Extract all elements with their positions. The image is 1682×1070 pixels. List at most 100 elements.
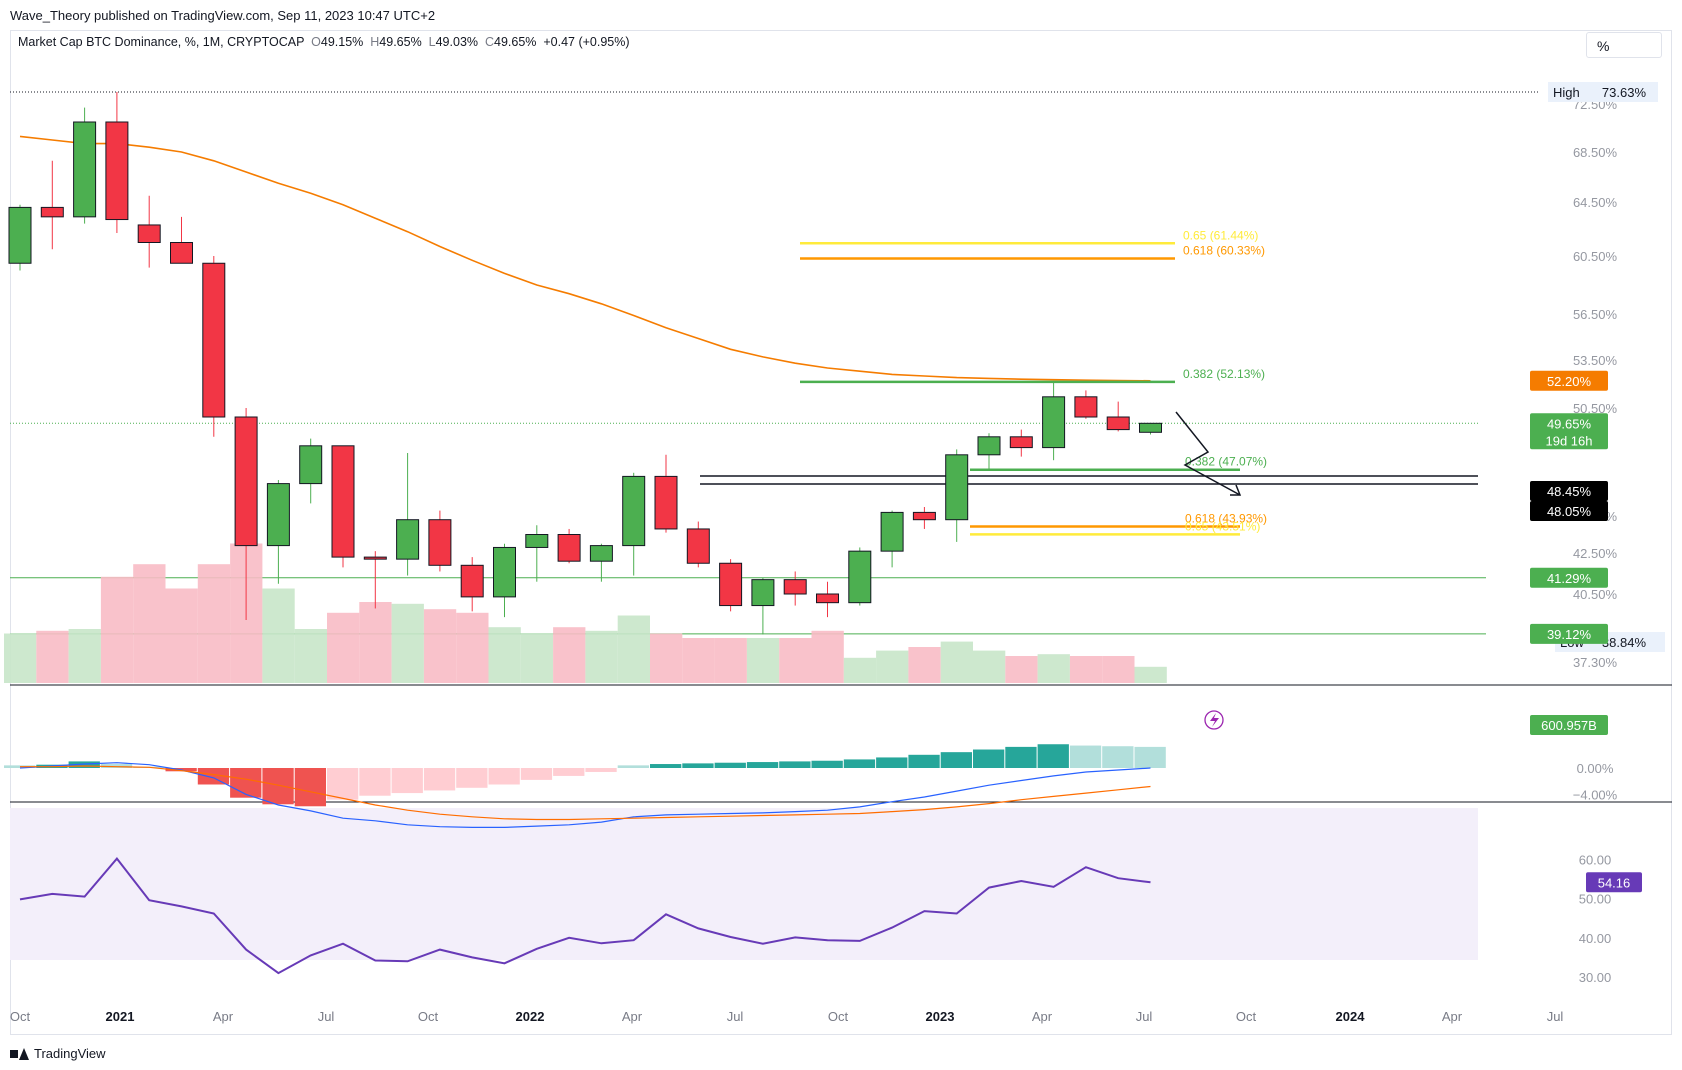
level-tag-39: 39.12% xyxy=(1530,623,1608,644)
level-tag-41: 41.29% xyxy=(1530,567,1608,588)
tradingview-logo-icon xyxy=(10,1047,29,1060)
time-axis-label: Jul xyxy=(1547,1009,1564,1024)
fib-label: 0.382 (47.07%) xyxy=(1185,455,1267,469)
rsi-value-tag: 54.16 xyxy=(1598,875,1631,890)
macd-histogram-bar xyxy=(843,759,876,768)
candle-body xyxy=(493,546,516,598)
price-axis-label: 60.50% xyxy=(1573,249,1618,264)
footer-brand-label: TradingView xyxy=(34,1046,106,1061)
volume-bar xyxy=(488,627,521,683)
volume-bar xyxy=(617,615,650,683)
last-price-value: 49.65% xyxy=(1547,416,1592,431)
candle-body xyxy=(557,534,581,562)
macd-histogram-bar xyxy=(811,760,843,768)
candle-body xyxy=(428,519,452,566)
support-tag-2-bg xyxy=(1530,501,1608,521)
ma-price-tag: 52.20% xyxy=(1530,370,1608,391)
support-tag-1: 48.45% xyxy=(1530,481,1608,501)
macd-histogram-bar xyxy=(423,768,456,791)
high-value: 49.65% xyxy=(379,35,422,49)
fib-label: 0.65 (43.51%) xyxy=(1185,519,1260,533)
high-label: H xyxy=(370,35,380,49)
close-value: 49.65% xyxy=(494,35,537,49)
time-axis-label: Oct xyxy=(418,1009,439,1024)
volume-bar xyxy=(165,588,198,683)
candle-body xyxy=(751,579,775,607)
fib-label: 0.618 (43.93%) xyxy=(1185,512,1267,526)
candle-body xyxy=(1139,422,1162,433)
macd-histogram-bar xyxy=(1037,744,1069,768)
macd-histogram-bar xyxy=(456,768,488,788)
candle-body xyxy=(686,528,710,564)
change-value: +0.47 (+0.95%) xyxy=(543,35,630,49)
low-label: L xyxy=(428,35,436,49)
candle-body xyxy=(622,475,646,547)
time-axis-label: Apr xyxy=(1032,1009,1053,1024)
publisher-line: Wave_Theory published on TradingView.com… xyxy=(10,8,436,23)
volume-bar xyxy=(4,633,37,683)
macd-histogram-bar xyxy=(262,768,294,805)
volume-bar xyxy=(359,602,392,683)
time-axis-label: Apr xyxy=(1442,1009,1463,1024)
volume-tag-bg xyxy=(1530,715,1608,735)
volume-bar xyxy=(197,564,231,683)
time-axis-label: 2023 xyxy=(926,1009,955,1024)
macd-histogram-bar xyxy=(100,764,133,768)
volume-bar xyxy=(68,629,101,683)
time-axis-label: Jul xyxy=(1136,1009,1153,1024)
countdown-value: 19d 16h xyxy=(1546,433,1593,448)
price-axis-label: 53.50% xyxy=(1573,353,1618,368)
high-tag-bg xyxy=(1548,82,1658,102)
time-axis-label: Apr xyxy=(213,1009,234,1024)
candle-body xyxy=(73,121,97,218)
time-axis-label: 2021 xyxy=(106,1009,135,1024)
price-axis-label: 37.30% xyxy=(1573,655,1618,670)
candle-body xyxy=(40,206,64,218)
macd-histogram-bar xyxy=(1069,745,1102,768)
time-axis-label: 2024 xyxy=(1336,1009,1366,1024)
volume-tag: 600.957B xyxy=(1530,715,1608,735)
volume-bar xyxy=(36,630,69,683)
volume-bar xyxy=(294,629,327,683)
candle-body xyxy=(1042,396,1066,449)
macd-histogram-bar xyxy=(294,768,326,807)
unit-selector-button[interactable]: % xyxy=(1586,32,1662,58)
macd-line xyxy=(19,762,1151,828)
footer-brand[interactable]: TradingView xyxy=(10,1046,106,1061)
candle-body xyxy=(202,262,226,418)
macd-histogram-bar xyxy=(327,768,359,800)
macd-histogram-bar xyxy=(4,765,36,768)
price-axis-label: 68.50% xyxy=(1573,145,1618,160)
candle-body xyxy=(8,206,32,264)
volume-bar xyxy=(456,612,489,683)
open-label: O xyxy=(311,35,321,49)
volume-bar xyxy=(843,657,877,683)
level-tag-41-text: 41.29% xyxy=(1547,571,1592,586)
volume-bar xyxy=(553,627,586,683)
macd-histogram-bar xyxy=(1005,746,1037,768)
macd-histogram-bar xyxy=(779,761,811,768)
volume-bar xyxy=(1102,656,1135,683)
time-axis-label: 2022 xyxy=(516,1009,545,1024)
candle-body xyxy=(105,121,129,221)
candle-body xyxy=(783,579,807,595)
open-value: 49.15% xyxy=(320,35,364,49)
level-tag-41-bg xyxy=(1530,567,1608,588)
close-label: C xyxy=(484,35,494,49)
macd-histogram-bar xyxy=(230,768,262,798)
candle-body xyxy=(1074,396,1098,418)
last-price-tag-bg xyxy=(1530,413,1608,450)
macd-histogram-bar xyxy=(1102,746,1134,768)
volume-bar xyxy=(811,630,844,683)
volume-bar xyxy=(1005,656,1038,683)
macd-histogram-bar xyxy=(520,768,553,780)
macd-histogram-bar xyxy=(908,754,940,768)
price-axis-label: 64.50% xyxy=(1573,195,1618,210)
candle-body xyxy=(945,454,969,521)
price-axis-label: 50.50% xyxy=(1573,401,1618,416)
macd-histogram-bar xyxy=(682,763,714,768)
price-axis-label: 56.50% xyxy=(1573,307,1618,322)
lightning-icon xyxy=(1210,713,1219,727)
price-axis-label: 42.50% xyxy=(1573,546,1618,561)
